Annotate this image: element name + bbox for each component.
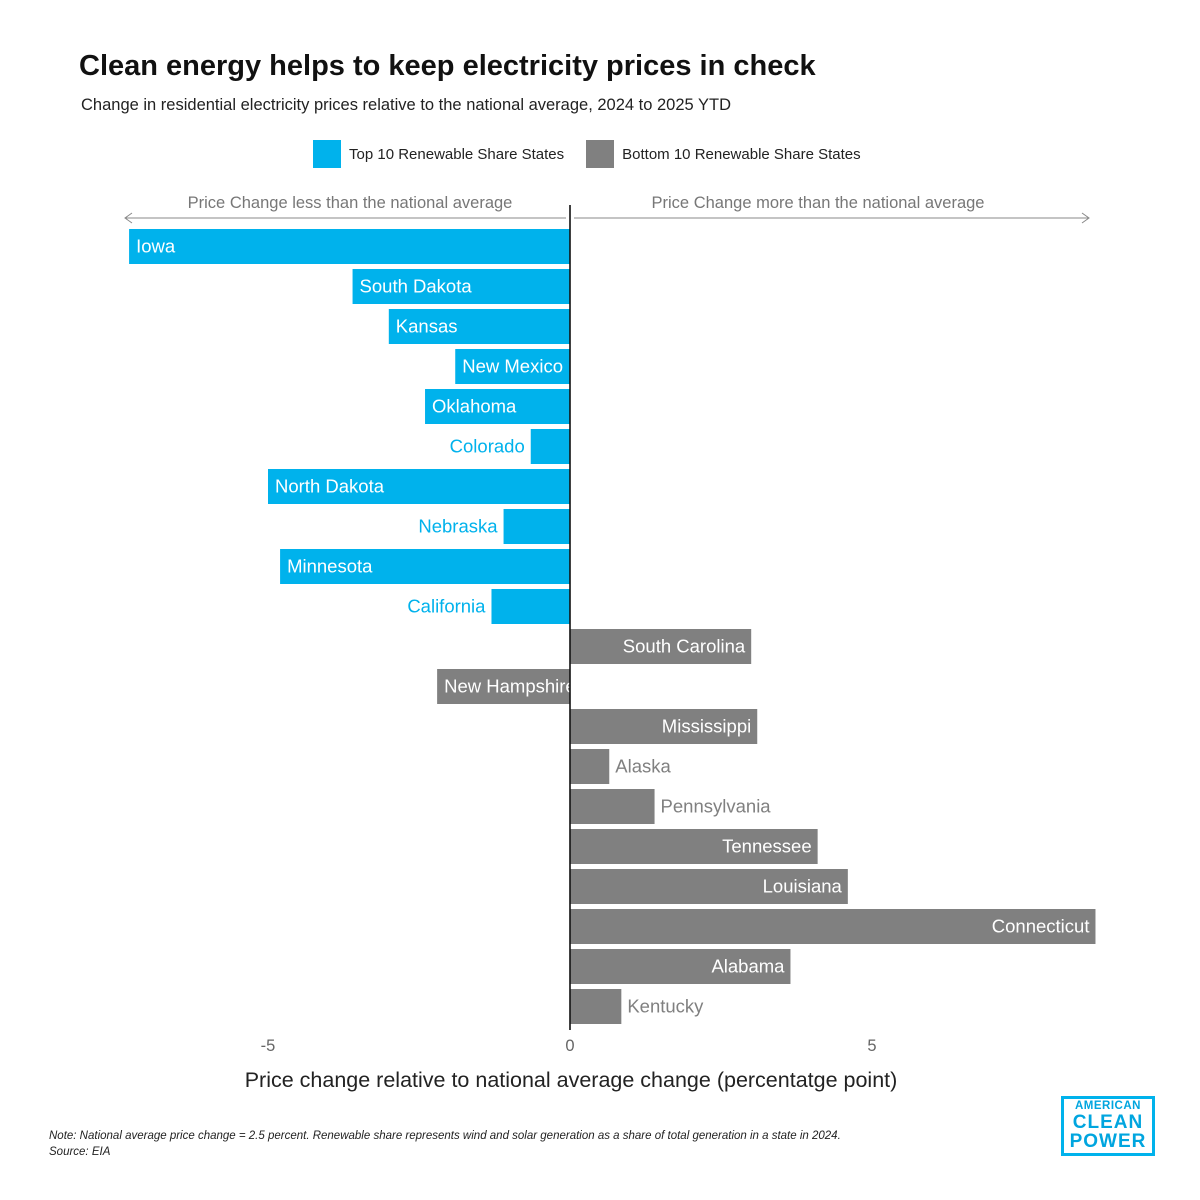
logo-line-3: POWER — [1069, 1130, 1147, 1152]
bar-minnesota — [280, 549, 570, 584]
bar-tennessee — [570, 829, 818, 864]
bar-label-nebraska: Nebraska — [418, 516, 498, 537]
bar-label-south-carolina: South Carolina — [623, 636, 746, 657]
bar-label-mississippi: Mississippi — [662, 716, 751, 737]
bar-new-mexico — [455, 349, 570, 384]
bar-california — [491, 589, 570, 624]
bar-south-carolina — [570, 629, 752, 664]
footnote: Note: National average price change = 2.… — [49, 1128, 841, 1160]
bar-alabama — [570, 949, 791, 984]
bar-label-minnesota: Minnesota — [287, 556, 373, 577]
legend-swatch-bottom10 — [586, 140, 615, 168]
bar-nebraska — [503, 509, 570, 544]
bar-label-new-mexico: New Mexico — [462, 356, 563, 377]
bar-colorado — [530, 429, 570, 464]
direction-label-right: Price Change more than the national aver… — [652, 194, 985, 212]
logo-line-1: AMERICAN — [1075, 1100, 1141, 1113]
bar-label-connecticut: Connecticut — [992, 916, 1090, 937]
bar-label-alabama: Alabama — [711, 956, 785, 977]
bar-alaska — [570, 749, 610, 784]
bar-label-louisiana: Louisiana — [763, 876, 843, 897]
bar-kansas — [388, 309, 570, 344]
bar-label-tennessee: Tennessee — [722, 836, 811, 857]
chart-subtitle: Change in residential electricity prices… — [81, 96, 731, 114]
legend-entry-top10: Top 10 Renewable Share States — [313, 140, 564, 168]
bar-louisiana — [570, 869, 848, 904]
bar-kentucky — [570, 989, 622, 1024]
bar-oklahoma — [425, 389, 570, 424]
bar-chart: Price Change less than the national aver… — [124, 194, 1096, 1092]
legend-swatch-top10 — [313, 140, 341, 168]
bar-pennsylvania — [570, 789, 655, 824]
source-text: Source: EIA — [49, 1146, 111, 1158]
bar-north-dakota — [268, 469, 570, 504]
note-text: Note: National average price change = 2.… — [49, 1130, 841, 1142]
bar-new-hampshire — [437, 669, 570, 704]
logo-line-2: CLEAN — [1072, 1111, 1144, 1133]
bar-label-alaska: Alaska — [615, 756, 671, 777]
bar-label-colorado: Colorado — [450, 436, 525, 457]
right-arrow-head — [1081, 212, 1090, 224]
legend: Top 10 Renewable Share States Bottom 10 … — [313, 140, 883, 168]
bar-label-pennsylvania: Pennsylvania — [661, 796, 772, 817]
x-tick-label-5: 5 — [867, 1037, 876, 1055]
bar-connecticut — [570, 909, 1096, 944]
left-arrow-head — [124, 212, 133, 224]
bar-label-kansas: Kansas — [396, 316, 458, 337]
bar-south-dakota — [352, 269, 570, 304]
bar-label-kentucky: Kentucky — [627, 996, 704, 1017]
legend-label-bottom10: Bottom 10 Renewable Share States — [622, 145, 861, 163]
bar-label-oklahoma: Oklahoma — [432, 396, 517, 417]
bar-label-south-dakota: South Dakota — [360, 276, 473, 297]
direction-label-left: Price Change less than the national aver… — [188, 194, 513, 212]
bar-label-north-dakota: North Dakota — [275, 476, 385, 497]
bar-mississippi — [570, 709, 758, 744]
x-axis-label: Price change relative to national averag… — [245, 1068, 898, 1092]
legend-entry-bottom10: Bottom 10 Renewable Share States — [586, 140, 861, 168]
x-tick-label-neg5: -5 — [261, 1037, 276, 1055]
bar-label-new-hampshire: New Hampshire — [444, 676, 576, 697]
legend-label-top10: Top 10 Renewable Share States — [349, 145, 565, 163]
chart-title: Clean energy helps to keep electricity p… — [79, 50, 816, 82]
x-tick-label-0: 0 — [565, 1037, 574, 1055]
bar-iowa — [129, 229, 570, 264]
american-clean-power-logo: AMERICAN CLEAN POWER — [1061, 1096, 1155, 1156]
bar-label-iowa: Iowa — [136, 236, 176, 257]
bar-label-california: California — [407, 596, 486, 617]
